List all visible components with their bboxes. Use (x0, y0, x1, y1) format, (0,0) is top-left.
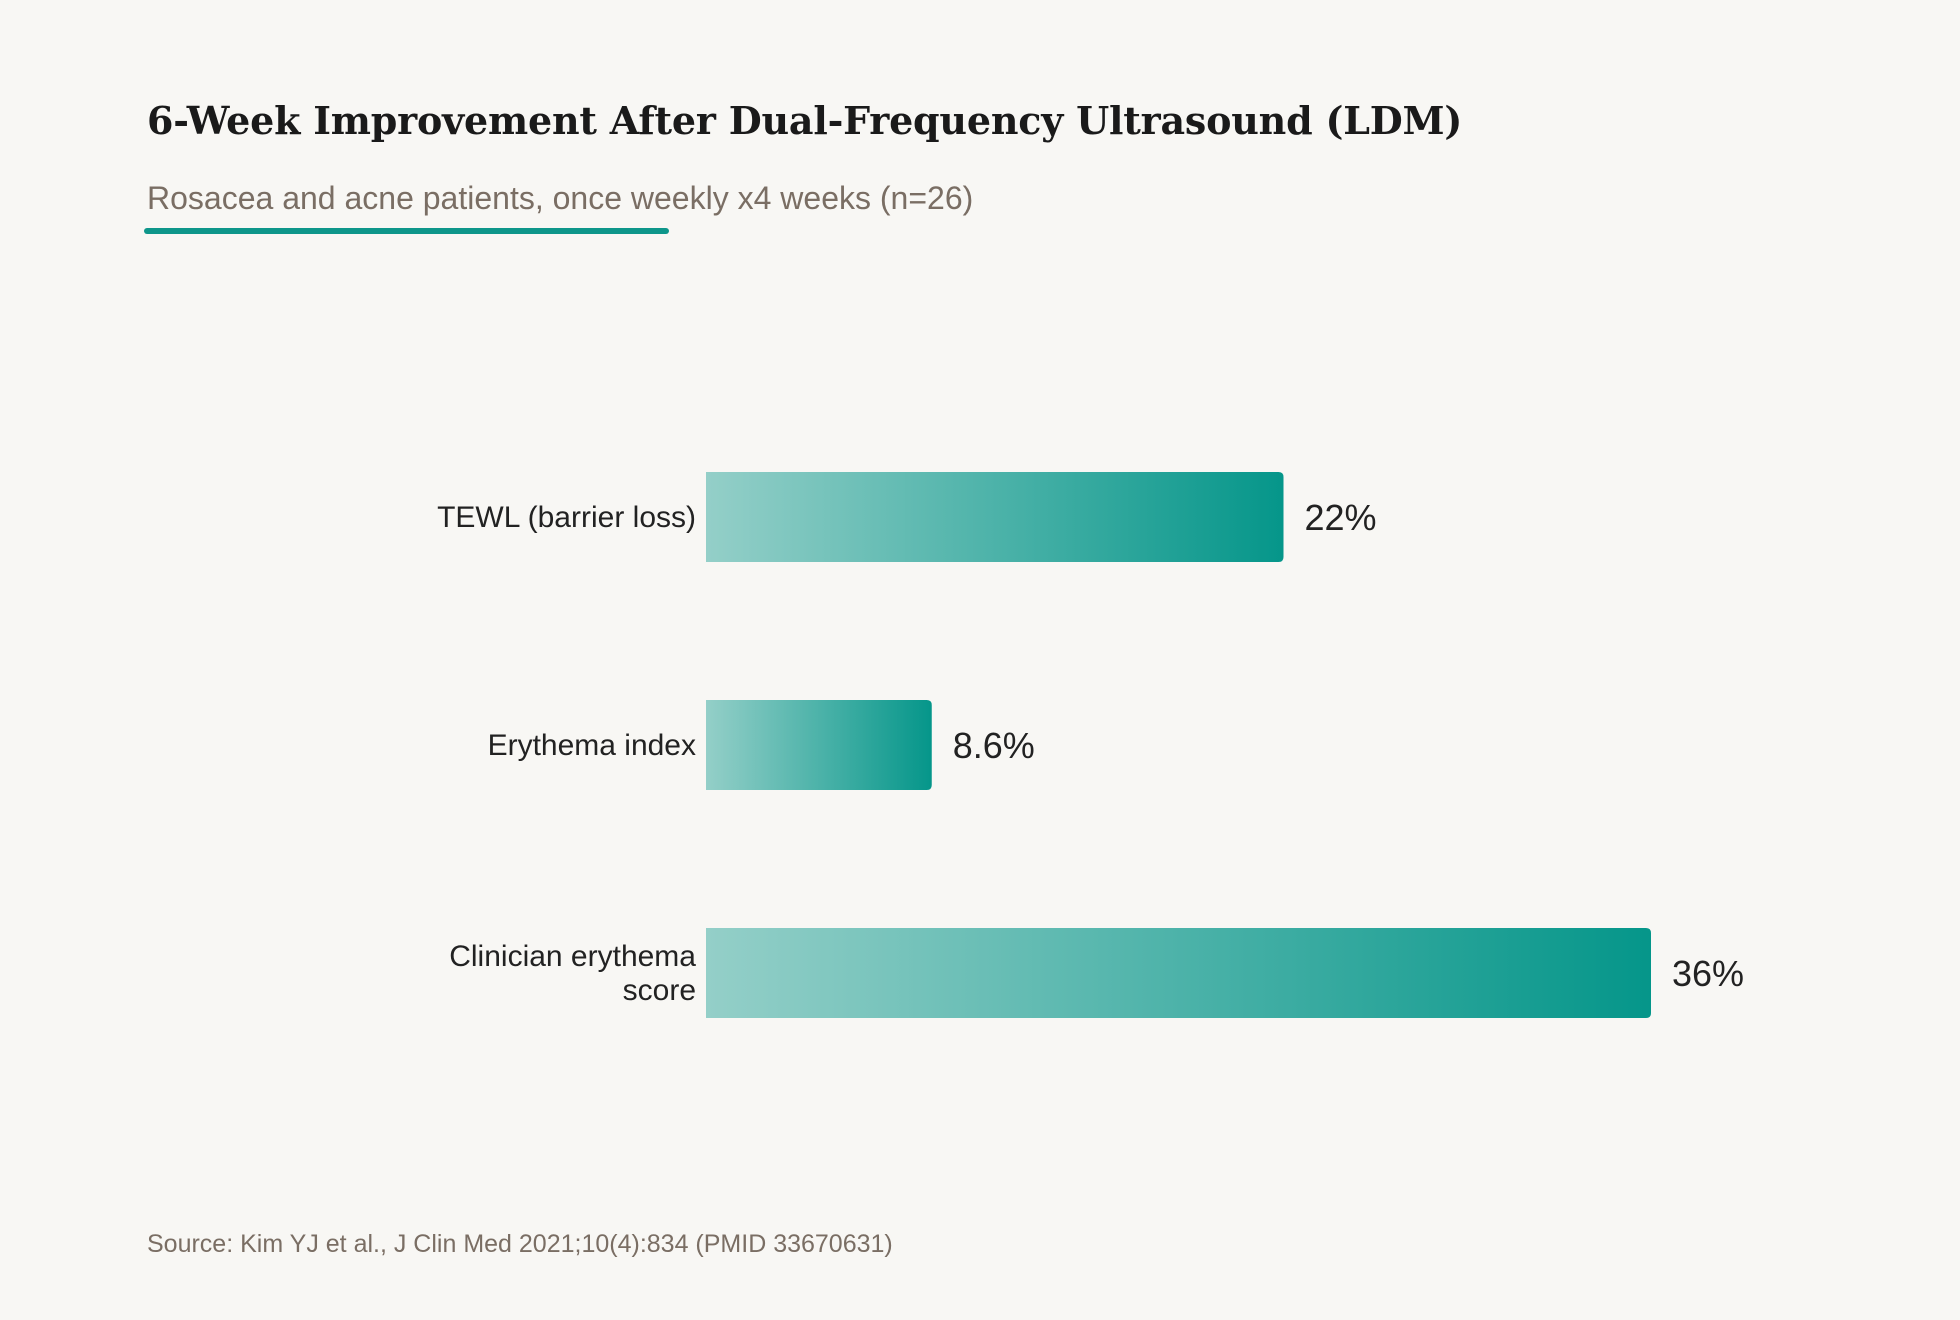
chart-title: 6-Week Improvement After Dual-Frequency … (147, 98, 1463, 143)
bar-0 (706, 472, 1284, 562)
category-label-2: Clinician erythema score (449, 940, 696, 1007)
bar-1 (706, 700, 932, 790)
source-citation: Source: Kim YJ et al., J Clin Med 2021;1… (147, 1230, 893, 1258)
subtitle-accent-underline (144, 228, 669, 234)
value-label-1: 8.6% (953, 725, 1035, 766)
bar-2 (706, 928, 1651, 1018)
bars-layer: TEWL (barrier loss) 22% Erythema index 8.6%… (437, 472, 1744, 1018)
chart-subtitle: Rosacea and acne patients, once weekly x… (147, 180, 974, 216)
category-label-1: Erythema index (488, 729, 696, 762)
value-label-2: 36% (1672, 953, 1744, 994)
category-label-0: TEWL (barrier loss) (437, 501, 696, 534)
value-label-0: 22% (1305, 497, 1377, 538)
